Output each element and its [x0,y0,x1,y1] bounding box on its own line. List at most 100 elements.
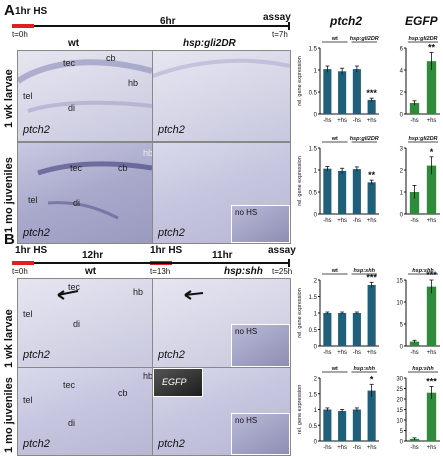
bar [409,341,420,346]
panel-a-row1-label: 1 wk larvae [3,69,15,128]
anat-a2-tec: tec [70,163,83,173]
y-tick-label: 1 [314,312,318,318]
x-tick-label: +hs [427,118,437,124]
significance-label: ** [368,170,376,180]
panel-b-col-tg: hsp:shh [224,266,263,277]
anat-a1-tec: tec [63,58,76,68]
y-tick-label: 2 [400,91,404,97]
bar [323,69,332,114]
panel-b-wt-1mo-image: tec cb hb tel di ptch2 [17,367,153,456]
anat-a1-di: di [68,103,76,113]
anat-a2-cb: cb [118,163,128,173]
y-axis-label: rel. gene expression [297,385,303,435]
x-tick-label: -hs [353,218,361,224]
panel-a-no-hs-inset: no HS [231,205,290,243]
timeline-b-t-end: t=25h [272,267,293,276]
y-tick-label: 15 [396,408,403,414]
timeline-b-hs1-bar [12,261,34,265]
timeline-b: 1hr HS 12hr 1hr HS 11hr assay t=0h t=13h… [10,245,300,276]
timeline-b-mid1-label: 12hr [82,250,104,261]
anat-a2-tel: tel [28,195,38,205]
x-tick-label: -hs [323,445,331,451]
bar [352,409,361,441]
bar [338,170,347,214]
panel-b-row2-label: 1 mo juveniles [3,377,15,453]
y-tick-label: 3 [400,147,404,153]
y-tick-label: 1.5 [309,147,318,153]
gene-label: ptch2 [23,438,50,450]
x-tick-label: -hs [353,350,361,356]
x-tick-label: -hs [323,118,331,124]
inset-label: no HS [235,208,258,217]
timeline-b-hs2-label: 1hr HS [150,245,183,256]
panel-a-col-wt: wt [68,38,80,49]
y-tick-label: 0.5 [309,328,318,334]
y-tick-label: 20 [396,398,403,404]
y-tick-label: 0.5 [309,424,318,430]
anat-a2-hb: hb [143,148,153,158]
gene-label: ptch2 [23,349,50,361]
y-tick-label: 0 [314,213,318,219]
group-label: hsp:gli2DR [408,36,437,42]
gene-label: ptch2 [158,124,185,136]
bar [367,284,376,346]
bar [409,192,420,214]
significance-label: * [430,147,434,157]
timeline-b-t-mid: t=13h [150,267,171,276]
timeline-a-hs-label: 1hr HS [15,6,48,17]
y-tick-label: 1.5 [309,392,318,398]
y-tick-label: 30 [396,377,403,383]
timeline-b-assay-label: assay [268,245,296,256]
anat-b1-hb: hb [133,287,144,297]
panel-b-wt-1wk-image: tec hb tel di ptch2 [17,278,153,368]
panel-a-wt-1wk-image: tec cb hb tel di ptch2 [17,50,153,142]
inset-label: no HS [235,327,258,336]
y-tick-label: 15 [396,279,403,285]
timeline-a-assay-label: assay [263,12,291,23]
y-tick-label: 25 [396,387,403,393]
y-tick-label: 1 [400,191,404,197]
group-label: wt [331,268,338,274]
bar [409,103,420,114]
y-tick-label: 0.5 [309,191,318,197]
chart-a-ptch2-1wk: 0 0.5 1 1.5 rel. gene expression -hs +hs -hs +hs… [297,36,379,124]
panel-b-no-hs-inset-1wk: no HS [231,324,290,367]
panel-a-letter: A [4,2,15,19]
y-tick-label: 0.5 [309,91,318,97]
y-tick-label: 2 [314,377,318,383]
x-tick-label: +hs [367,445,377,451]
x-tick-label: +hs [367,350,377,356]
x-tick-label: +hs [337,118,347,124]
y-tick-label: 0 [400,113,404,119]
significance-label: ** [428,42,436,52]
x-tick-label: +hs [427,218,437,224]
y-tick-label: 0 [314,345,318,351]
anat-b1-tel: tel [23,309,33,319]
timeline-a-t-end: t=7h [272,30,288,39]
anat-b1-di: di [73,319,81,329]
y-tick-label: 1 [314,69,318,75]
anat-b2-cb: cb [118,388,128,398]
group-label: wt [331,136,338,142]
y-axis-label: rel. gene expression [297,288,303,338]
panel-b-egfp-inset: EGFP [153,368,203,397]
panel-b-no-hs-inset-1mo: no HS [231,413,290,455]
chart-b-egfp-1mo: 0 5 10 15 20 25 30 -hs +hs *** hsp:shh [396,366,440,451]
bar [367,390,376,441]
anat-b2-hb: hb [143,371,153,381]
y-axis-label: rel. gene expression [297,156,303,206]
y-tick-label: 5 [400,429,404,435]
panel-a-row2-label: 1 mo juveniles [3,157,15,233]
chart-b-ptch2-1wk: 0 0.5 1 1.5 2 rel. gene expression -hs +hs -hs +h… [297,268,379,356]
y-tick-label: 1.5 [309,295,318,301]
chart-a-egfp-1wk: 0 2 4 6 -hs +hs **hsp:gli2DR [400,36,440,124]
significance-label: * [370,374,374,384]
group-label: hsp:gli2DR [350,36,379,42]
y-tick-label: 1 [314,169,318,175]
bar [367,182,376,214]
x-tick-label: +hs [427,350,437,356]
x-tick-label: +hs [337,218,347,224]
group-label: hsp:shh [354,268,376,274]
chart-b-ptch2-1mo: 0 0.5 1 1.5 2 rel. gene expression -hs +hs -hs +h… [297,366,379,451]
y-tick-label: 0 [314,440,318,446]
